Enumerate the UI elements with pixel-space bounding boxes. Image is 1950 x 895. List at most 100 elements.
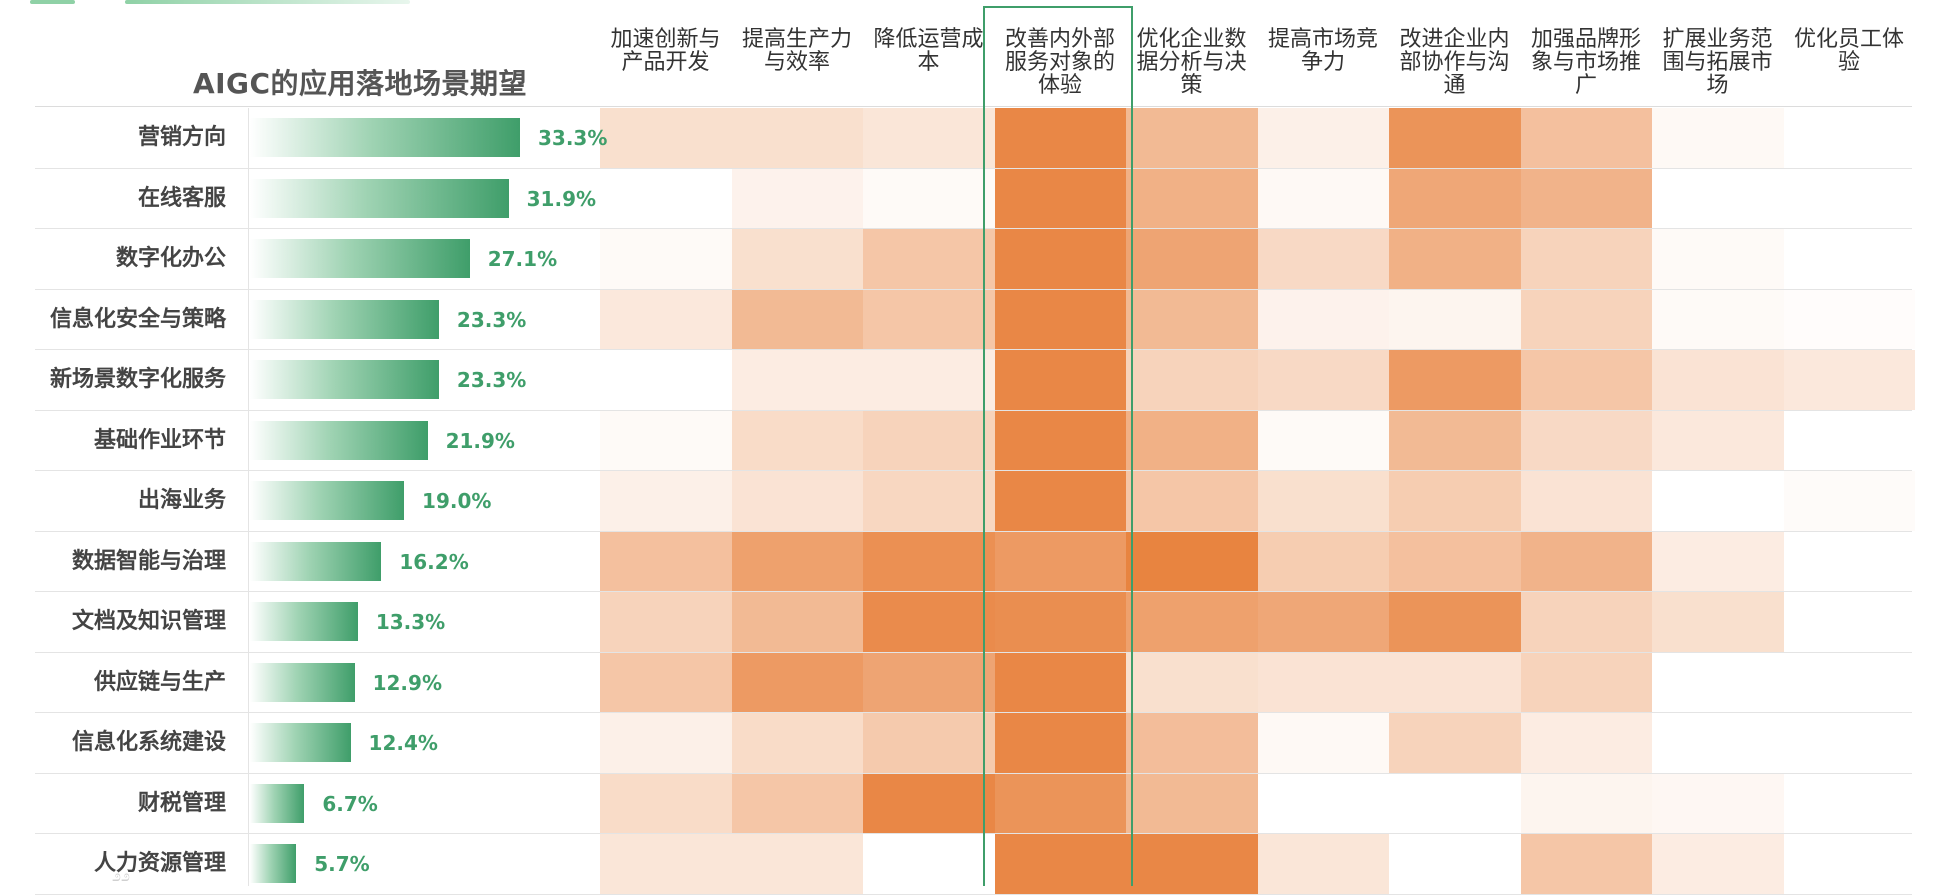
heat-cell	[1520, 592, 1652, 652]
value-bar	[250, 118, 520, 157]
heat-cell	[1389, 713, 1521, 773]
heat-cell	[1652, 350, 1784, 410]
heat-cell	[1389, 410, 1521, 470]
heat-cell	[600, 531, 732, 591]
heat-cell	[1257, 168, 1389, 228]
heat-cell	[994, 108, 1126, 168]
heat-cell	[863, 471, 995, 531]
heat-cell	[1783, 289, 1915, 349]
heat-cell	[1520, 652, 1652, 712]
heat-cell	[1783, 168, 1915, 228]
heat-cell	[731, 350, 863, 410]
bar-value-label: 6.7%	[322, 791, 378, 816]
heat-cell	[1126, 531, 1258, 591]
value-bar	[250, 541, 382, 581]
value-bar	[250, 723, 351, 762]
heat-cell	[600, 713, 732, 773]
heat-cell	[1389, 834, 1521, 894]
heat-cell	[1257, 531, 1389, 591]
heat-cell	[1520, 834, 1652, 894]
value-bar	[250, 662, 355, 702]
row-divider	[35, 409, 1912, 411]
heat-cell	[863, 410, 995, 470]
heat-cell	[1783, 713, 1915, 773]
heat-cell	[1520, 350, 1652, 410]
heat-cell	[1783, 834, 1915, 894]
heat-cell	[731, 652, 863, 712]
heat-cell	[1652, 592, 1784, 652]
heat-cell	[731, 168, 863, 228]
heat-cell	[1257, 410, 1389, 470]
heat-cell	[1652, 410, 1784, 470]
row-divider	[35, 470, 1912, 471]
bar-value-label: 16.2%	[399, 549, 469, 574]
bar-value-label: 13.3%	[375, 610, 446, 634]
heat-cell	[1257, 350, 1389, 410]
heat-cell	[1652, 834, 1784, 894]
heat-cell	[863, 713, 995, 773]
heat-cell	[600, 410, 732, 470]
heat-cell	[1783, 592, 1915, 652]
heat-cell	[994, 471, 1126, 531]
top-accent-left	[30, 0, 75, 4]
heat-cell	[1126, 350, 1258, 410]
row-divider	[35, 288, 1912, 290]
column-header: 提高生产力 与效率	[741, 27, 852, 75]
heat-cell	[1126, 471, 1258, 531]
heat-cell	[600, 229, 732, 289]
heat-cell	[1520, 229, 1652, 289]
row-label: 数据智能与治理	[71, 548, 226, 574]
heat-cell	[863, 289, 995, 349]
heat-cell	[1783, 108, 1915, 168]
bar-value-label: 5.7%	[314, 852, 370, 876]
heat-cell	[1652, 531, 1784, 591]
heat-cell	[863, 531, 995, 591]
row-divider	[35, 833, 1912, 834]
row-label: 营销方向	[137, 125, 226, 150]
heat-cell	[1126, 108, 1258, 168]
heat-cell	[1520, 410, 1652, 470]
row-label: 新场景数字化服务	[49, 367, 226, 392]
heat-cell	[1652, 108, 1784, 168]
row-divider	[35, 530, 1912, 532]
heat-cell	[731, 410, 863, 470]
heat-cell	[1652, 471, 1784, 531]
value-bar	[250, 783, 305, 823]
row-label: 人力资源管理	[93, 851, 226, 876]
label-divider	[248, 108, 249, 886]
heat-cell	[1652, 713, 1784, 773]
heat-cell	[1257, 108, 1389, 168]
heat-cell	[1126, 229, 1258, 289]
heat-cell	[1652, 168, 1784, 228]
heat-cell	[994, 531, 1126, 591]
heat-cell	[731, 592, 863, 652]
row-label: 出海业务	[137, 488, 226, 513]
heat-cell	[1520, 168, 1652, 228]
heat-cell	[1389, 289, 1521, 349]
heat-cell	[1652, 229, 1784, 289]
bar-value-label: 23.3%	[456, 368, 527, 392]
heat-cell	[1520, 289, 1652, 349]
heat-cell	[863, 108, 995, 168]
heat-cell	[1126, 652, 1258, 712]
heat-cell	[1389, 108, 1521, 168]
row-divider	[35, 591, 1912, 592]
row-label: 在线客服	[137, 185, 226, 211]
header-divider	[35, 106, 1912, 107]
row-label: 信息化安全与策略	[49, 306, 226, 332]
heat-cell	[1389, 350, 1521, 410]
heat-cell	[863, 168, 995, 228]
heat-cell	[1389, 229, 1521, 289]
column-header: 改善内外部 服务对象的 体验	[1004, 27, 1115, 98]
heat-cell	[994, 834, 1126, 894]
heat-cell	[863, 652, 995, 712]
heat-cell	[600, 350, 732, 410]
heat-cell	[1257, 713, 1389, 773]
heat-cell	[1520, 773, 1652, 833]
heat-cell	[1389, 471, 1521, 531]
heat-cell	[1520, 471, 1652, 531]
bar-value-label: 27.1%	[487, 247, 558, 271]
heat-cell	[1783, 350, 1915, 410]
heat-cell	[600, 471, 732, 531]
heat-cell	[994, 168, 1126, 228]
